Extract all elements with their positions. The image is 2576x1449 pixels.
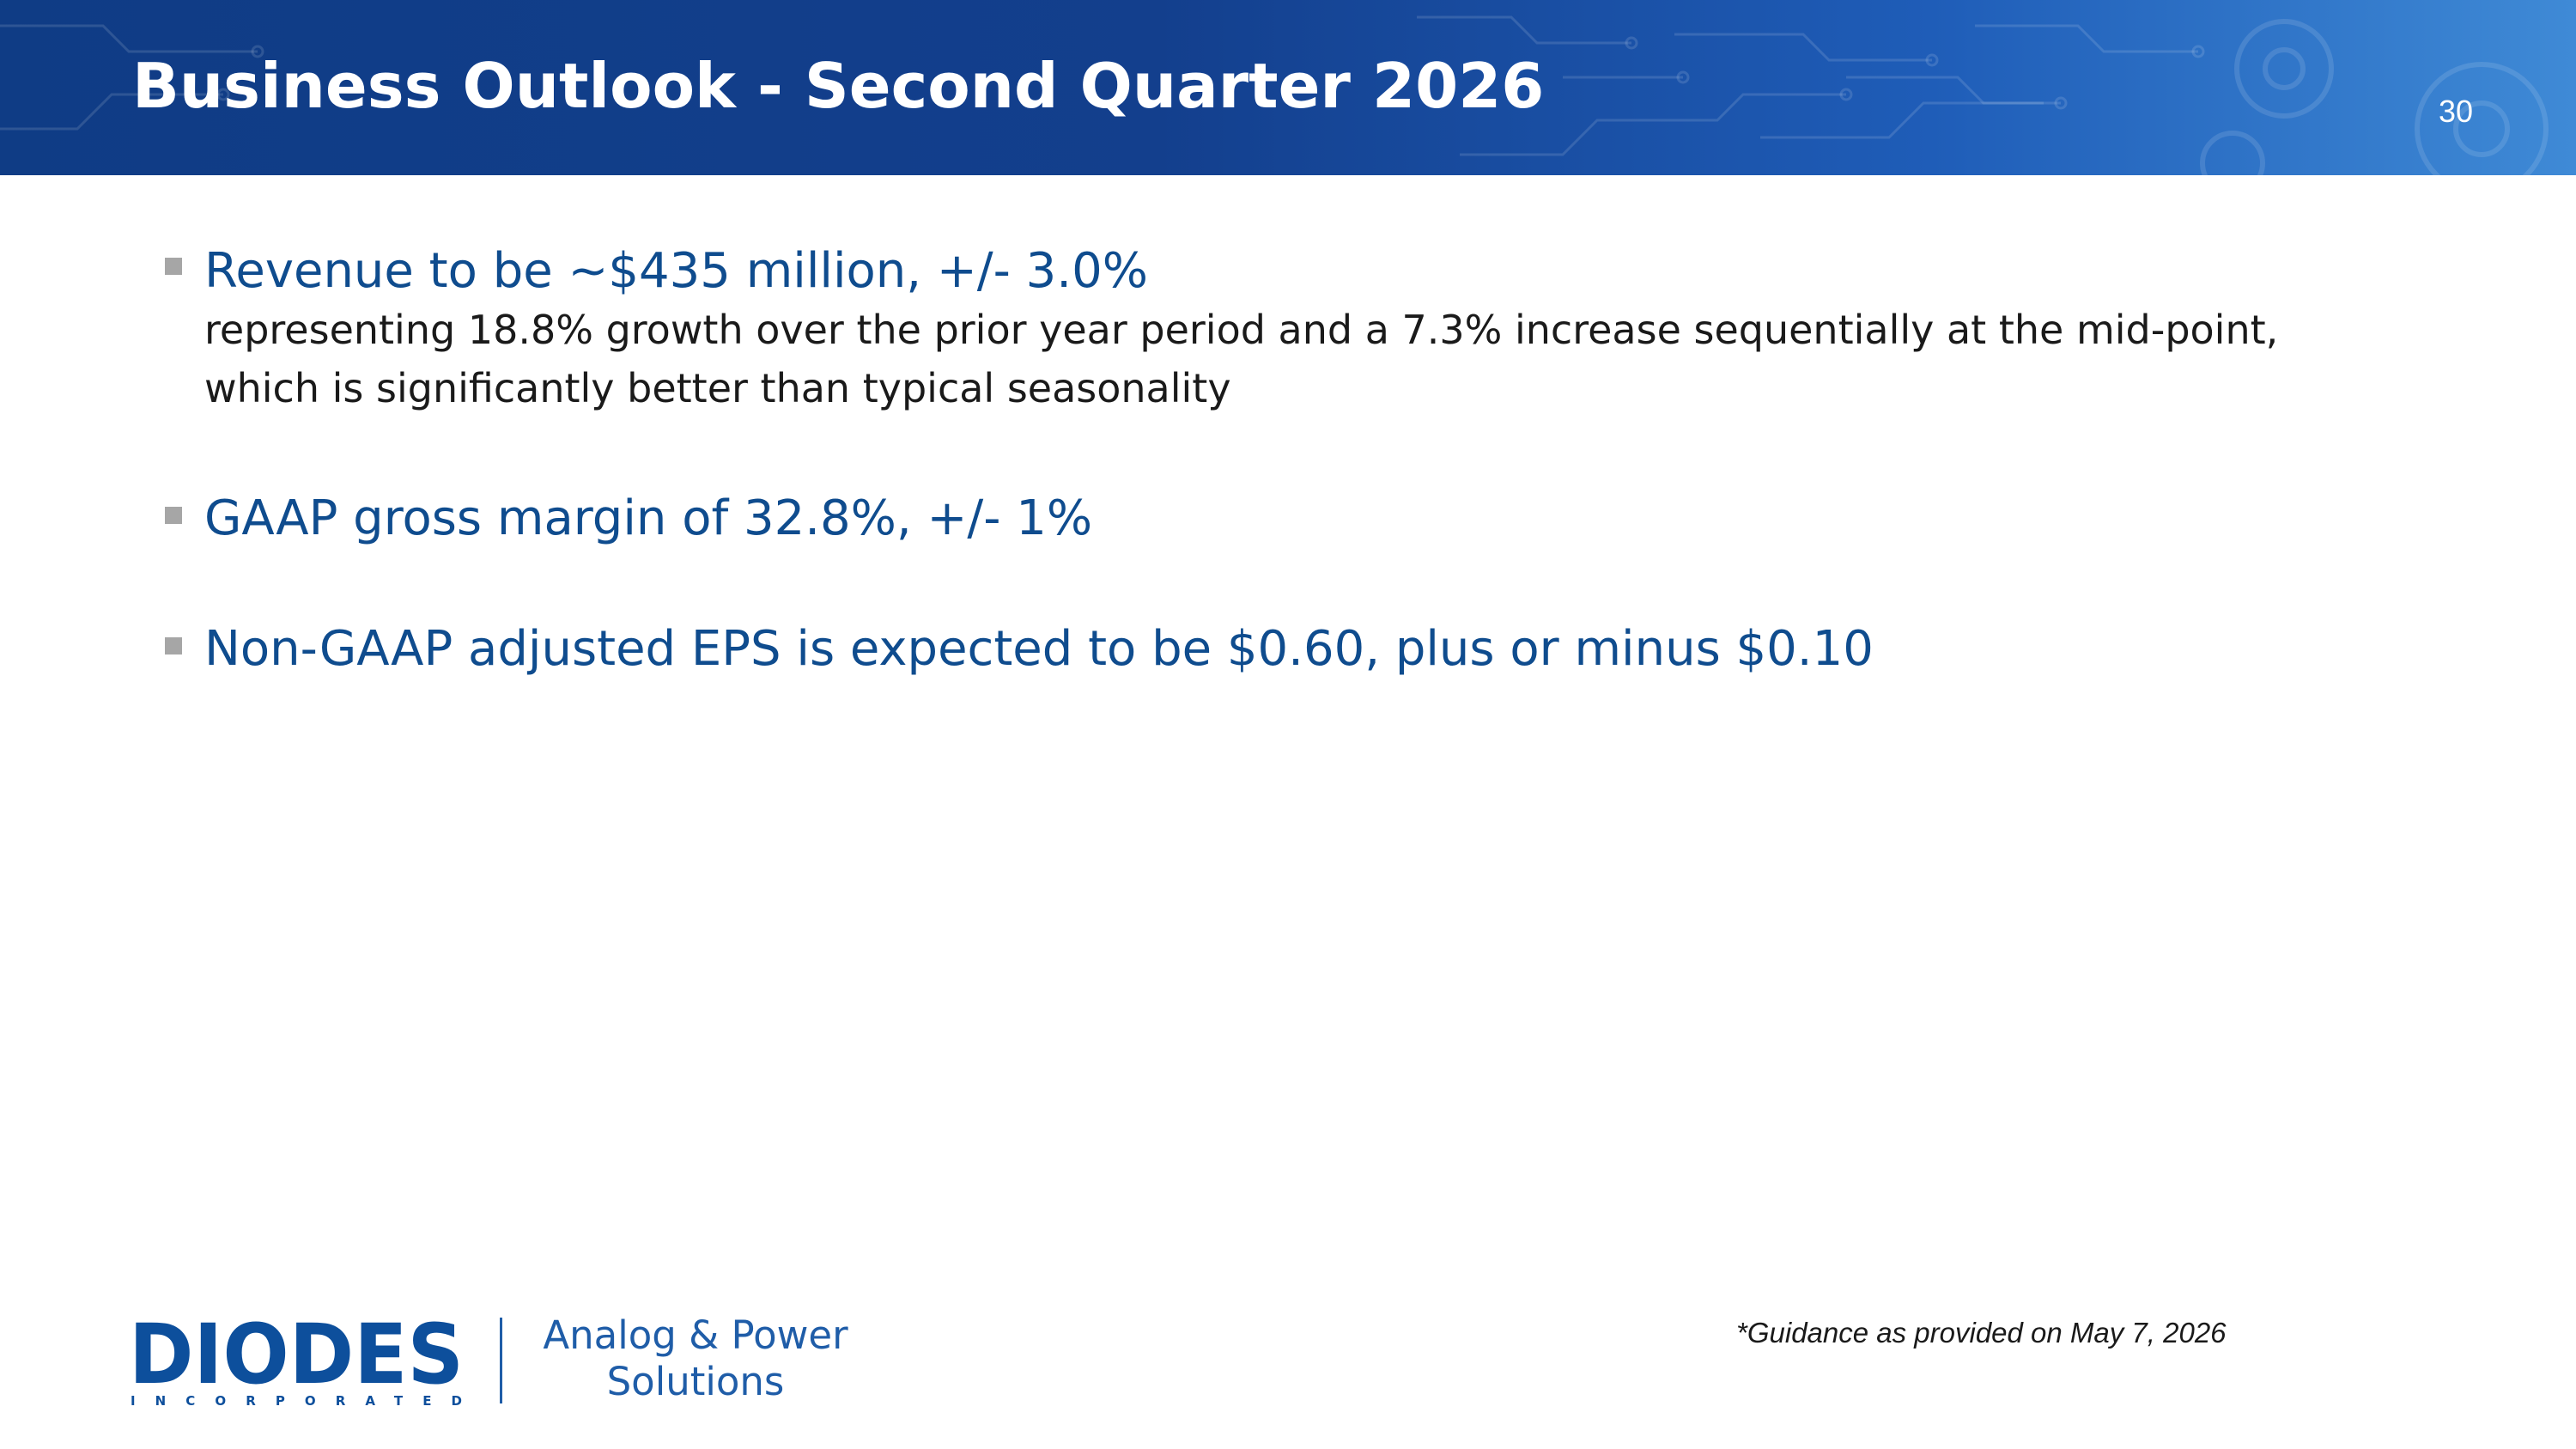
tagline-line1: Analog & Power — [543, 1312, 848, 1358]
square-bullet-icon — [165, 507, 182, 524]
logo-wordmark: DIODES — [129, 1314, 464, 1403]
bullet-gross-margin: GAAP gross margin of 32.8%, +/- 1% — [163, 488, 2482, 550]
bullet-eps: Non-GAAP adjusted EPS is expected to be … — [163, 618, 2482, 680]
bullet-list: Revenue to be ~$435 million, +/- 3.0% re… — [163, 240, 2482, 680]
bullet-revenue-detail-line1: representing 18.8% growth over the prior… — [204, 307, 2279, 353]
guidance-footnote: *Guidance as provided on May 7, 2026 — [1736, 1317, 2227, 1349]
logo-divider — [500, 1318, 502, 1403]
bullet-revenue: Revenue to be ~$435 million, +/- 3.0% re… — [163, 240, 2482, 419]
bullet-gross-margin-text: GAAP gross margin of 32.8%, +/- 1% — [204, 490, 1093, 546]
bullet-eps-text: Non-GAAP adjusted EPS is expected to be … — [204, 621, 1874, 677]
slide-title: Business Outlook - Second Quarter 2026 — [132, 50, 1545, 122]
bullet-revenue-detail-line2: which is significantly better than typic… — [204, 365, 1231, 411]
tagline: Analog & Power Solutions — [524, 1312, 867, 1405]
circuit-pattern-decoration — [0, 15, 2549, 175]
square-bullet-icon — [165, 637, 182, 654]
bullet-revenue-text: Revenue to be ~$435 million, +/- 3.0% — [204, 243, 1148, 299]
square-bullet-icon — [165, 258, 182, 275]
header-banner: Business Outlook - Second Quarter 2026 3… — [0, 0, 2576, 175]
diodes-logo: DIODES INCORPORATED — [129, 1314, 464, 1409]
page-number: 30 — [2438, 94, 2473, 129]
tagline-line2: Solutions — [606, 1359, 785, 1404]
